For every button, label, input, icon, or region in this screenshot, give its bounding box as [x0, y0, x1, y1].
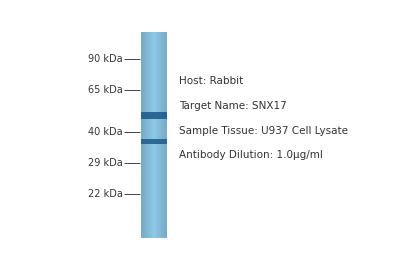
Bar	[145, 32, 146, 238]
Bar	[163, 32, 164, 238]
Bar	[141, 139, 167, 144]
Bar	[162, 32, 163, 238]
Bar	[151, 32, 152, 238]
Bar	[146, 32, 147, 238]
Text: 40 kDa: 40 kDa	[88, 127, 123, 137]
Bar	[154, 32, 155, 238]
Bar	[151, 32, 152, 238]
Bar	[148, 32, 149, 238]
Bar	[144, 32, 145, 238]
Bar	[153, 32, 154, 238]
Bar	[161, 32, 162, 238]
Bar	[148, 32, 149, 238]
Bar	[144, 32, 145, 238]
Bar	[149, 32, 150, 238]
Bar	[152, 32, 153, 238]
Bar	[160, 32, 161, 238]
Text: 29 kDa: 29 kDa	[88, 158, 123, 168]
Bar	[147, 32, 148, 238]
Text: Target Name: SNX17: Target Name: SNX17	[179, 101, 286, 111]
Text: Sample Tissue: U937 Cell Lysate: Sample Tissue: U937 Cell Lysate	[179, 126, 348, 136]
Bar	[141, 112, 167, 119]
Bar	[160, 32, 161, 238]
Bar	[165, 32, 166, 238]
Bar	[159, 32, 160, 238]
Text: Antibody Dilution: 1.0μg/ml: Antibody Dilution: 1.0μg/ml	[179, 150, 322, 160]
Bar	[143, 32, 144, 238]
Bar	[147, 32, 148, 238]
Bar	[156, 32, 157, 238]
Text: 90 kDa: 90 kDa	[88, 54, 123, 64]
Bar	[156, 32, 157, 238]
Bar	[163, 32, 164, 238]
Text: 65 kDa: 65 kDa	[88, 85, 123, 95]
Bar	[150, 32, 151, 238]
Bar	[143, 32, 144, 238]
Bar	[158, 32, 159, 238]
Bar	[145, 32, 146, 238]
Bar	[162, 32, 163, 238]
Bar	[164, 32, 165, 238]
Bar	[150, 32, 151, 238]
Bar	[155, 32, 156, 238]
Bar	[158, 32, 159, 238]
Bar	[142, 32, 143, 238]
Bar	[146, 32, 147, 238]
Text: 22 kDa: 22 kDa	[88, 190, 123, 199]
Bar	[159, 32, 160, 238]
Bar	[157, 32, 158, 238]
Bar	[164, 32, 165, 238]
Bar	[157, 32, 158, 238]
Bar	[149, 32, 150, 238]
Bar	[161, 32, 162, 238]
Text: Host: Rabbit: Host: Rabbit	[179, 76, 243, 87]
